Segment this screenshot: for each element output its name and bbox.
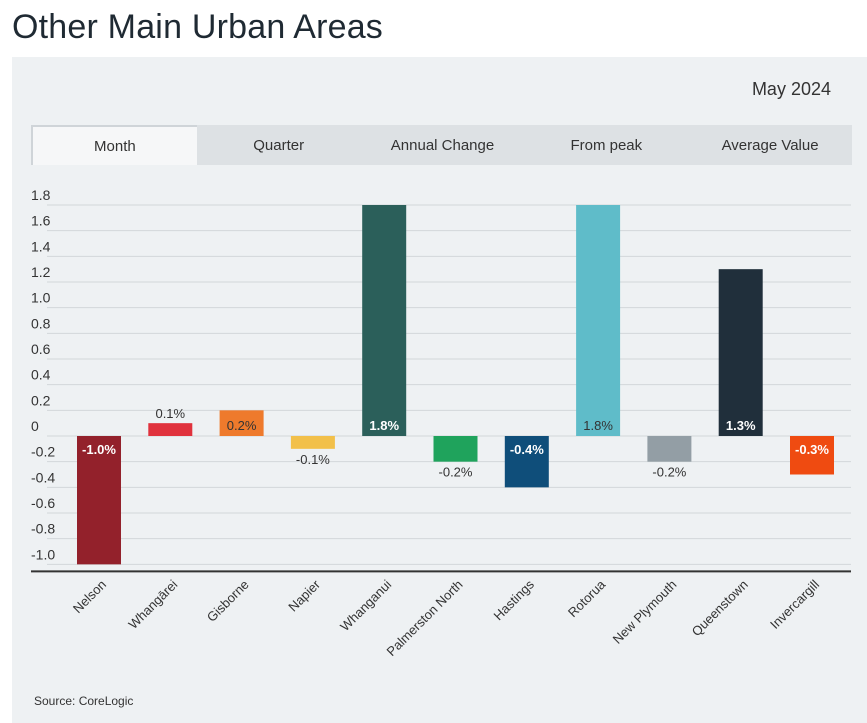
y-tick-label: 0.6 bbox=[31, 341, 51, 357]
y-tick-label: 0.8 bbox=[31, 315, 51, 331]
bar bbox=[576, 205, 621, 436]
y-tick-label: -0.6 bbox=[31, 495, 55, 511]
x-tick-label: Napier bbox=[285, 576, 323, 614]
tab-quarter[interactable]: Quarter bbox=[253, 136, 305, 154]
data-label: 0.1% bbox=[155, 406, 185, 421]
x-tick-label: Hastings bbox=[491, 576, 538, 623]
y-tick-label: -0.4 bbox=[31, 469, 55, 485]
x-tick-label: Nelson bbox=[70, 577, 109, 616]
data-label: 1.3% bbox=[726, 418, 756, 433]
x-tick-label: Palmerston North bbox=[383, 577, 465, 659]
date-label: May 2024 bbox=[751, 79, 831, 99]
bar bbox=[504, 436, 549, 488]
data-label: 1.8% bbox=[583, 418, 613, 433]
y-tick-label: 1.2 bbox=[31, 264, 51, 280]
y-tick-label: 0.2 bbox=[31, 392, 51, 408]
y-tick-label: 0 bbox=[31, 418, 39, 434]
data-label: -0.2% bbox=[652, 465, 686, 480]
x-tick-label: Whangārei bbox=[125, 577, 180, 632]
y-tick-label: 1.8 bbox=[31, 187, 51, 203]
bar bbox=[148, 423, 193, 436]
y-tick-label: -0.8 bbox=[31, 521, 55, 537]
bar-chart: 1.8 1.6 1.4 1.2 1.0 0.8 0.6 0.4 0.2 0 -0.2 -0.4 -0.6… bbox=[31, 187, 851, 659]
data-label: -0.4% bbox=[510, 442, 544, 457]
y-tick-label: 1.0 bbox=[31, 290, 51, 306]
tab-bar: Month Quarter Annual Change From peak Av… bbox=[31, 125, 852, 165]
x-tick-label: Queenstown bbox=[689, 577, 751, 639]
bar bbox=[219, 410, 264, 436]
data-label: -0.2% bbox=[439, 465, 473, 480]
y-tick-label: 1.6 bbox=[31, 213, 51, 229]
x-tick-label: Invercargill bbox=[767, 577, 822, 632]
y-tick-label: 0.4 bbox=[31, 367, 51, 383]
x-tick-label: Rotorua bbox=[565, 576, 609, 620]
y-tick-label: -1.0 bbox=[31, 546, 55, 562]
tab-average-value[interactable]: Average Value bbox=[721, 136, 819, 154]
data-label: -1.0% bbox=[82, 442, 116, 457]
x-tick-label: Whanganui bbox=[337, 577, 394, 634]
page-title: Other Main Urban Areas bbox=[12, 8, 384, 46]
data-label: -0.1% bbox=[296, 452, 330, 467]
tab-month[interactable]: Month bbox=[31, 125, 197, 165]
x-tick-label: Gisborne bbox=[204, 577, 252, 625]
bar bbox=[290, 436, 335, 449]
source-note: Source: CoreLogic bbox=[34, 694, 134, 708]
data-label: -0.3% bbox=[795, 442, 829, 457]
bar bbox=[77, 436, 121, 565]
bar bbox=[433, 436, 478, 462]
bar bbox=[790, 436, 834, 475]
data-label: 0.2% bbox=[227, 418, 257, 433]
data-label: 1.8% bbox=[369, 418, 399, 433]
bar bbox=[647, 436, 692, 462]
bar bbox=[362, 205, 407, 436]
chart-panel: May 2024 Month Quarter Annual Change Fro… bbox=[12, 57, 867, 723]
tab-annual-change[interactable]: Annual Change bbox=[390, 136, 495, 154]
x-tick-label: New Plymouth bbox=[610, 577, 680, 647]
y-tick-label: -0.2 bbox=[31, 444, 55, 460]
tab-from-peak[interactable]: From peak bbox=[570, 136, 643, 154]
y-tick-label: 1.4 bbox=[31, 238, 51, 254]
bar bbox=[718, 269, 763, 436]
